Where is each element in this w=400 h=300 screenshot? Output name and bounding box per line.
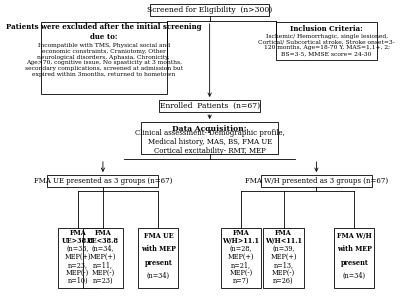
Text: W/H<11.1: W/H<11.1 [265, 237, 302, 245]
Text: FMA: FMA [275, 229, 292, 237]
Text: (n=39,: (n=39, [272, 245, 295, 253]
Text: Enrolled  Patients  (n=67): Enrolled Patients (n=67) [160, 102, 260, 110]
Text: MEP(-): MEP(-) [272, 269, 295, 277]
Text: Data Acquisition:: Data Acquisition: [172, 125, 247, 133]
Text: Ischemic/ Hemorrhagic, single lesioned,
Cortical/ Subcortical stroke, Stroke ons: Ischemic/ Hemorrhagic, single lesioned, … [258, 34, 395, 56]
Text: MEP(-): MEP(-) [66, 269, 89, 277]
Bar [40, 22, 167, 94]
Bar [276, 22, 377, 60]
Text: W/H>11.1: W/H>11.1 [222, 237, 259, 245]
Text: n=23,: n=23, [68, 261, 88, 269]
Text: MEP(+): MEP(+) [270, 253, 297, 261]
Text: n=21,: n=21, [231, 261, 251, 269]
Text: present: present [340, 259, 368, 267]
Text: n=11,: n=11, [93, 261, 113, 269]
Bar [159, 100, 260, 112]
Text: UE<38.8: UE<38.8 [87, 237, 119, 245]
Bar [58, 228, 98, 288]
Text: FMA UE presented as 3 groups (n=67): FMA UE presented as 3 groups (n=67) [34, 177, 172, 185]
Text: MEP(-): MEP(-) [91, 269, 114, 277]
Text: n=26): n=26) [273, 277, 294, 285]
Text: FMA: FMA [232, 229, 249, 237]
Text: Inclusion Criteria:: Inclusion Criteria: [290, 25, 363, 33]
Text: (n=33,: (n=33, [66, 245, 89, 253]
Text: (n=34,: (n=34, [92, 245, 114, 253]
Text: MEP(+): MEP(+) [228, 253, 254, 261]
Text: (n=34): (n=34) [343, 272, 366, 280]
Text: n=7): n=7) [232, 277, 249, 285]
Text: FMA W/H: FMA W/H [337, 232, 372, 240]
Text: (n=34): (n=34) [147, 272, 170, 280]
Text: Screened for Eligibility  (n>300): Screened for Eligibility (n>300) [147, 6, 272, 14]
Bar [334, 228, 374, 288]
Text: (n=28,: (n=28, [230, 245, 252, 253]
Bar [83, 228, 123, 288]
Text: Patients were excluded after the initial screening
due to:: Patients were excluded after the initial… [6, 23, 202, 40]
Text: n=13,: n=13, [274, 261, 294, 269]
Bar [47, 175, 158, 187]
Text: MEP(-): MEP(-) [229, 269, 252, 277]
Text: with MEP: with MEP [337, 245, 372, 253]
Text: FMA: FMA [69, 229, 86, 237]
Bar [138, 228, 178, 288]
Bar [221, 228, 261, 288]
Text: present: present [144, 259, 172, 267]
Text: MEP(+): MEP(+) [64, 253, 91, 261]
Text: FMA W/H presented as 3 groups (n=67): FMA W/H presented as 3 groups (n=67) [245, 177, 388, 185]
Bar [261, 175, 372, 187]
Bar [150, 4, 270, 16]
Text: n=10): n=10) [67, 277, 88, 285]
Text: MEP(+): MEP(+) [90, 253, 116, 261]
Text: n=23): n=23) [92, 277, 113, 285]
Text: FMA: FMA [94, 229, 111, 237]
Bar [264, 228, 304, 288]
Text: FMA UE: FMA UE [144, 232, 173, 240]
Text: Incompatible with TMS, Physical social and
economic constraints, Craniotomy, Oth: Incompatible with TMS, Physical social a… [25, 43, 183, 77]
Text: UE>38.8: UE>38.8 [62, 237, 94, 245]
Text: Clinical assessment- Demographic profile,
Medical history, MAS, BS, FMA UE
Corti: Clinical assessment- Demographic profile… [135, 129, 284, 155]
Bar [141, 122, 278, 154]
Text: with MEP: with MEP [141, 245, 176, 253]
